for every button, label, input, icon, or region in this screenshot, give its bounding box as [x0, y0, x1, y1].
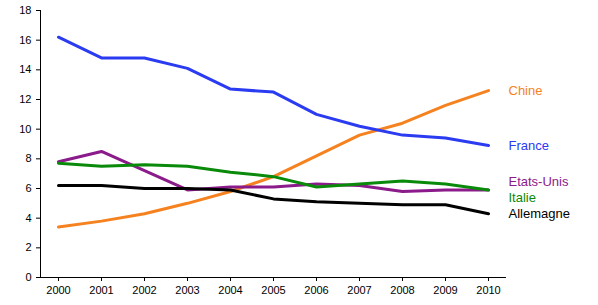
svg-text:16: 16 [19, 34, 31, 46]
svg-text:2010: 2010 [476, 284, 500, 296]
svg-text:12: 12 [19, 93, 31, 105]
svg-text:Etats-Unis: Etats-Unis [509, 174, 569, 189]
svg-text:Italie: Italie [509, 190, 536, 205]
svg-text:6: 6 [25, 182, 31, 194]
svg-text:0: 0 [25, 271, 31, 283]
svg-text:2: 2 [25, 241, 31, 253]
svg-text:2004: 2004 [218, 284, 242, 296]
svg-text:Allemagne: Allemagne [509, 206, 570, 221]
svg-text:2009: 2009 [433, 284, 457, 296]
svg-text:2000: 2000 [46, 284, 70, 296]
svg-text:2007: 2007 [347, 284, 371, 296]
svg-text:Chine: Chine [509, 83, 543, 98]
svg-text:18: 18 [19, 4, 31, 16]
svg-text:8: 8 [25, 152, 31, 164]
svg-text:14: 14 [19, 63, 31, 75]
svg-text:10: 10 [19, 123, 31, 135]
svg-text:2001: 2001 [89, 284, 113, 296]
svg-text:France: France [509, 138, 549, 153]
svg-text:4: 4 [25, 212, 31, 224]
svg-text:2002: 2002 [132, 284, 156, 296]
svg-text:2008: 2008 [390, 284, 414, 296]
svg-text:2003: 2003 [175, 284, 199, 296]
svg-text:2005: 2005 [261, 284, 285, 296]
svg-text:2006: 2006 [304, 284, 328, 296]
